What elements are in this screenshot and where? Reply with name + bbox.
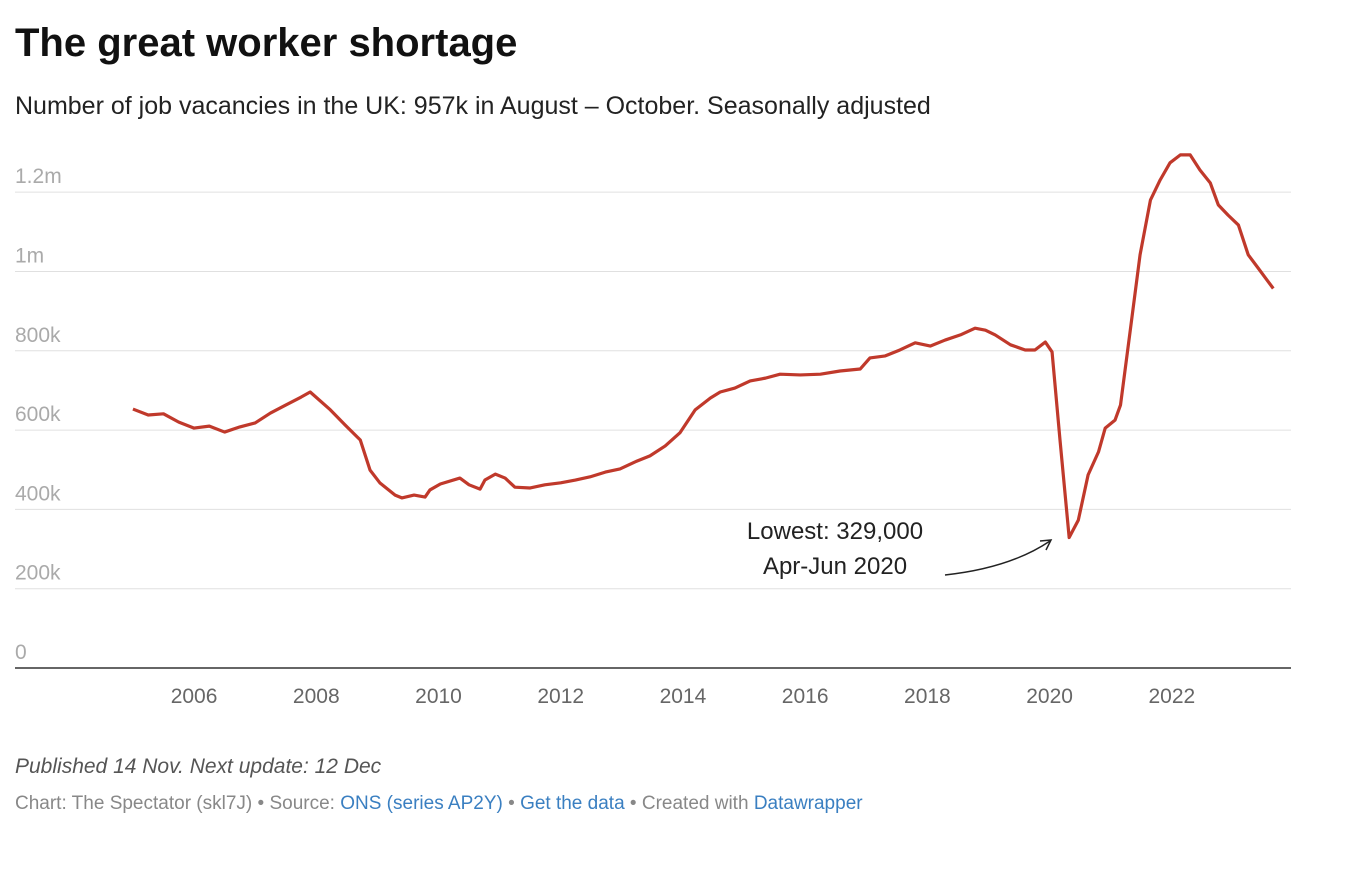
x-tick-label: 2020: [1026, 685, 1073, 708]
x-tick-label: 2006: [171, 685, 218, 708]
annotation-arrow: [944, 540, 1051, 576]
grid: 0 200k 400k 600k 800k 1m 1.2m 2006 2008 2010 2012 2…: [15, 165, 1291, 708]
x-tick-label: 2014: [660, 685, 707, 708]
source-link[interactable]: ONS (series AP2Y): [340, 793, 503, 814]
tool-link[interactable]: Datawrapper: [754, 793, 863, 814]
y-tick-label: 600k: [15, 403, 61, 426]
annotation: Apr-Jun 2020: [763, 553, 907, 580]
byline: Chart: The Spectator (skl7J): [15, 793, 252, 814]
source-label: Source:: [269, 793, 334, 814]
y-tick-label: 400k: [15, 482, 61, 505]
x-tick-label: 2022: [1148, 685, 1195, 708]
y-tick-label: 800k: [15, 324, 61, 347]
get-data-link[interactable]: Get the data: [520, 793, 625, 814]
chart-subtitle: Number of job vacancies in the UK: 957k …: [15, 92, 931, 120]
source-line: Chart: The Spectator (skl7J) • Source: O…: [15, 793, 863, 814]
annotation: Lowest: 329,000: [747, 518, 923, 545]
x-tick-label: 2012: [537, 685, 584, 708]
separator: •: [258, 793, 265, 814]
y-tick-label: 0: [15, 641, 27, 664]
plot: [132, 153, 1275, 540]
x-tick-label: 2010: [415, 685, 462, 708]
published-note: Published 14 Nov. Next update: 12 Dec: [15, 755, 382, 778]
created-with: Created with: [642, 793, 749, 814]
y-tick-label: 1m: [15, 244, 44, 267]
y-tick-label: 200k: [15, 562, 61, 585]
annotation-arrowhead: [1039, 539, 1053, 551]
x-tick-label: 2008: [293, 685, 340, 708]
separator: •: [508, 793, 515, 814]
separator: •: [630, 793, 637, 814]
line-series: [132, 153, 1275, 540]
x-tick-label: 2016: [782, 685, 829, 708]
chart-title: The great worker shortage: [15, 21, 517, 65]
y-tick-label: 1.2m: [15, 165, 62, 188]
x-tick-label: 2018: [904, 685, 951, 708]
